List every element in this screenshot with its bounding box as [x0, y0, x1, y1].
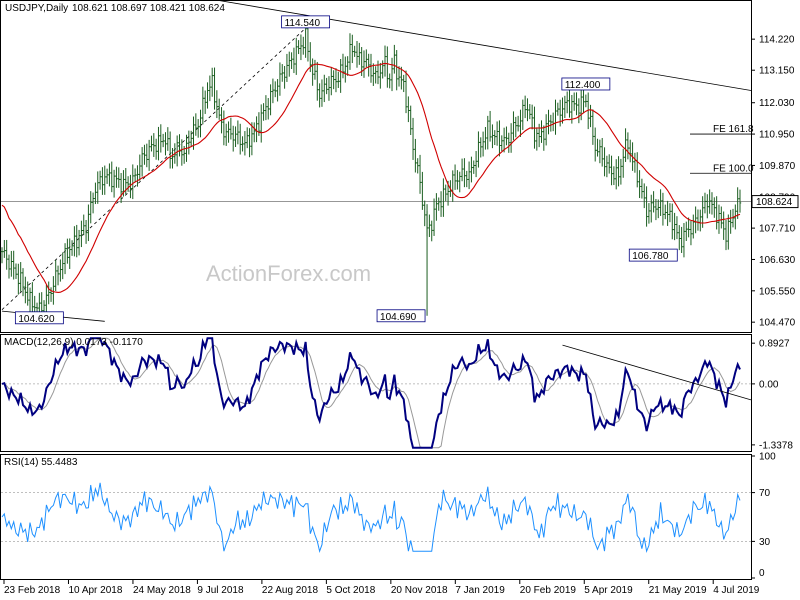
- x-tick-label: 10 Apr 2018: [68, 585, 122, 596]
- macd-y-tick-label: 0.8927: [759, 339, 790, 350]
- x-tick-label: 20 Feb 2019: [520, 585, 577, 596]
- x-axis-ticks: 23 Feb 2018 10 Apr 2018 24 May 2018 9 Jul 2…: [3, 580, 760, 596]
- x-tick-label: 22 Aug 2018: [262, 585, 319, 596]
- rsi-title: RSI(14) 55.4483: [4, 457, 78, 468]
- price-y-tick-label: 109.870: [759, 161, 796, 172]
- y-axis-ticks: 114.220113.150112.030110.950109.870108.7…: [751, 35, 799, 579]
- current-price-label: 108.624: [756, 197, 793, 208]
- moving-average-line: [1, 62, 741, 293]
- price-y-tick-label: 112.030: [759, 98, 795, 109]
- x-tick-label: 21 May 2019: [649, 585, 707, 596]
- x-tick-label: 9 Jul 2018: [197, 585, 244, 596]
- x-tick-label: 23 Feb 2018: [4, 585, 61, 596]
- x-tick-label: 4 Jul 2019: [713, 585, 760, 596]
- price-y-tick-label: 107.710: [759, 224, 796, 235]
- price-annotation-box: [561, 77, 611, 91]
- x-tick-label: 7 Jan 2019: [455, 585, 505, 596]
- x-tick-label: 5 Apr 2019: [584, 585, 633, 596]
- price-annotation-label: 104.690: [380, 312, 417, 323]
- rsi-panel: [0, 454, 752, 580]
- fe-label: FE 161.8: [713, 124, 754, 135]
- rsi-y-tick-label: 100: [759, 452, 776, 463]
- macd-y-tick-label: 0.00: [759, 379, 779, 390]
- price-annotation-box: [628, 248, 678, 262]
- price-y-tick-label: 105.550: [759, 286, 796, 297]
- price-annotation-label: 112.400: [565, 80, 601, 91]
- current-price-box: [751, 195, 799, 209]
- rsi-y-tick-label: 0: [759, 568, 765, 579]
- price-annotation-box: [376, 309, 426, 323]
- rsi-series-layer: [1, 482, 751, 554]
- price-y-tick-label: 104.470: [759, 318, 796, 329]
- ohlc-header: 108.621 108.697 108.421 108.624: [72, 3, 225, 14]
- price-annotation-box: [281, 15, 331, 29]
- price-y-tick-label: 113.150: [759, 66, 795, 77]
- price-series-layer: [0, 0, 752, 323]
- x-tick-label: 5 Oct 2018: [326, 585, 375, 596]
- rsi-y-tick-label: 70: [759, 488, 771, 499]
- rsi-y-tick-label: 30: [759, 537, 771, 548]
- price-annotation-label: 114.540: [285, 18, 321, 29]
- rsi-line: [1, 482, 741, 554]
- symbol-header: USDJPY,Daily: [5, 3, 68, 14]
- price-annotation-label: 106.780: [632, 251, 669, 262]
- price-panel: [0, 0, 752, 333]
- price-annotation-label: 104.620: [18, 314, 55, 325]
- macd-series-layer: [1, 337, 752, 449]
- macd-title: MACD(12,26,9) 0.0173 -0.1170: [4, 337, 143, 348]
- price-y-tick-label: 110.950: [759, 130, 795, 141]
- macd-signal-line: [1, 337, 741, 449]
- x-tick-label: 20 Nov 2018: [391, 585, 448, 596]
- price-y-tick-label: 114.220: [759, 35, 795, 46]
- macd-trendline: [562, 344, 752, 401]
- macd-line: [1, 337, 741, 449]
- x-tick-label: 24 May 2018: [133, 585, 191, 596]
- price-annotation-box: [14, 311, 64, 325]
- downtrend-line: [213, 0, 752, 91]
- price-annotations: 114.540 112.400 106.780 104.690 104.620 FE 16…: [14, 15, 754, 325]
- macd-y-tick-label: -1.3378: [759, 440, 793, 451]
- fe-label: FE 100.0: [713, 163, 754, 174]
- price-y-tick-label: 106.630: [759, 255, 796, 266]
- watermark: ActionForex.com: [206, 261, 371, 286]
